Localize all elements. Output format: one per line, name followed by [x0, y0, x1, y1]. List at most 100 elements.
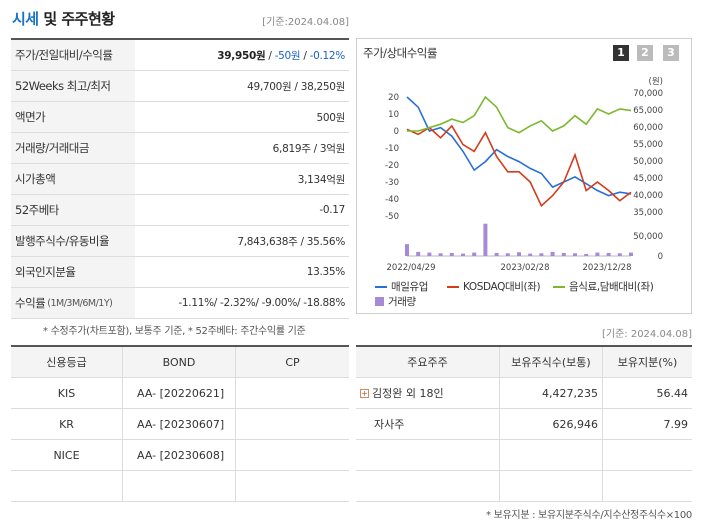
row-value: -0.17 — [319, 204, 345, 216]
x-axis-tick: 2023/12/28 — [583, 263, 632, 273]
left-axis-tick: -20 — [385, 161, 399, 171]
volume-bar — [539, 253, 544, 256]
right-axis-tick: 45,000 — [633, 174, 663, 184]
stock-line — [406, 96, 632, 197]
row-value: 13.35% — [306, 266, 346, 278]
row-label: 시가총액 — [11, 164, 135, 194]
column-header: BOND — [123, 347, 236, 377]
bond-rating: AA- [20230607] — [123, 409, 236, 439]
volume-bar — [550, 251, 555, 256]
expand-icon[interactable]: + — [360, 388, 369, 398]
row-label: 액면가 — [11, 102, 135, 132]
table-row: + 김정완 외 18인 4,427,235 56.44 — [356, 378, 692, 409]
table-row — [11, 471, 349, 502]
shares-count: 4,427,235 — [500, 378, 603, 408]
table-row: 52주베타 -0.17 — [11, 195, 349, 226]
column-header: 보유지분(%) — [617, 356, 678, 369]
rating-agency: NICE — [11, 440, 123, 470]
table-header: 주요주주 보유주식수(보통) 보유지분(%) — [356, 347, 692, 378]
right-axis-tick: 40,000 — [633, 191, 663, 201]
row-label: 외국인지분율 — [11, 257, 135, 287]
table-row: 발행주식수/유동비율 7,843,638주 / 35.56% — [11, 226, 349, 257]
table-row: 수익률 (1M/3M/6M/1Y) -1.11%/ -2.32%/ -9.00%/… — [11, 288, 349, 319]
left-axis-tick: 20 — [388, 93, 399, 103]
row-label: 52주베타 — [11, 195, 135, 225]
row-label: 주가/전일대비/수익률 — [11, 40, 135, 70]
row-value: -1.11%/ -2.32%/ -9.00%/ -18.88% — [178, 297, 345, 309]
rating-agency: KR — [11, 409, 123, 439]
right-axis-tick: 50,000 — [633, 157, 663, 167]
volume-bar — [405, 244, 409, 256]
right-axis-tick: 55,000 — [633, 140, 663, 150]
volume-bar — [427, 252, 432, 256]
share-percent: 56.44 — [656, 386, 689, 400]
reference-date: [기준: 2024.04.08] — [601, 329, 692, 340]
left-axis-tick: -40 — [385, 195, 399, 205]
row-label: 52Weeks 최고/최저 — [11, 71, 135, 101]
table-row: 시가총액 3,134억원 — [11, 164, 349, 195]
period-button-1[interactable]: 1 — [613, 45, 629, 61]
shares-count: 626,946 — [500, 409, 603, 439]
credit-rating-table: 신용등급 BOND CP KIS AA- [20220621] KR AA- [… — [11, 345, 349, 502]
right-axis-tick: 60,000 — [633, 123, 663, 133]
shareholder-table: 주요주주 보유주식수(보통) 보유지분(%) + 김정완 외 18인 4,427,… — [356, 345, 692, 502]
bond-rating: AA- [20230608] — [123, 440, 236, 470]
volume-bar — [416, 251, 421, 256]
quote-footnote: * 수정주가(차트포함), 보통주 기준, * 52주베타: 주간수익률 기준 — [43, 326, 306, 337]
volume-bar — [561, 252, 566, 256]
volume-bar — [573, 253, 577, 256]
volume-bar — [449, 252, 454, 256]
table-row — [356, 471, 692, 502]
period-button-3[interactable]: 3 — [663, 45, 679, 61]
page-title: 시세 및 주주현황 — [12, 10, 115, 28]
food-relative-line — [407, 95, 632, 134]
left-axis-tick: -10 — [385, 144, 399, 154]
chart-panel: 주가/상대수익률 1 2 3 20 10 0 -10 -20 -30 -40 -50 (원) 70… — [356, 38, 692, 314]
right-axis-tick: 35,000 — [633, 208, 663, 218]
left-axis-tick: -30 — [385, 178, 399, 188]
table-row: KR AA- [20230607] — [11, 409, 349, 440]
legend-item: KOSDAQ대비(좌) — [447, 279, 541, 294]
row-label: 발행주식수/유동비율 — [11, 226, 135, 256]
row-label: 거래량/거래대금 — [11, 133, 135, 163]
shareholder-name[interactable]: + 김정완 외 18인 — [356, 378, 500, 408]
legend-item: 매일유업 — [375, 279, 428, 294]
volume-bar — [528, 253, 533, 256]
shareholder-footnote: * 보유지분 : 보유지분주식수/지수산정주식수×100 — [486, 510, 692, 521]
legend-item: 거래량 — [375, 294, 416, 309]
row-value: 3,134억원 — [297, 173, 346, 186]
period-button-2[interactable]: 2 — [637, 45, 653, 61]
volume-bar — [461, 253, 465, 256]
volume-bar — [617, 253, 622, 256]
kosdaq-relative-line — [406, 124, 632, 208]
table-row: NICE AA- [20230608] — [11, 440, 349, 471]
left-axis-tick: 0 — [394, 127, 399, 137]
table-row: 자사주 626,946 7.99 — [356, 409, 692, 440]
rating-agency: KIS — [11, 378, 123, 408]
left-axis-tick: -50 — [385, 212, 399, 222]
column-header: CP — [285, 355, 300, 369]
left-axis-tick: 10 — [388, 110, 399, 120]
row-value: 39,950원 / -50원 / -0.12% — [217, 49, 345, 62]
stock-chart: 20 10 0 -10 -20 -30 -40 -50 (원) 70,000 65,000 60,00… — [385, 77, 663, 273]
chart-title: 주가/상대수익률 — [363, 46, 437, 60]
column-header: 주요주주 — [356, 347, 500, 377]
volume-bar — [517, 252, 521, 256]
row-value: 7,843,638주 / 35.56% — [237, 235, 345, 248]
quote-table: 주가/전일대비/수익률 39,950원 / -50원 / -0.12% 52We… — [11, 38, 349, 319]
table-row: 거래량/거래대금 6,819주 / 3억원 — [11, 133, 349, 164]
table-row: 외국인지분율 13.35% — [11, 257, 349, 288]
volume-bar — [606, 252, 611, 256]
row-value: 500원 — [316, 111, 345, 124]
reference-date: [기준:2024.04.08] — [262, 17, 349, 28]
shareholder-name: 자사주 — [356, 409, 500, 439]
x-axis-tick: 2022/04/29 — [387, 263, 436, 273]
volume-bar — [584, 253, 589, 256]
x-axis-tick: 2023/02/28 — [501, 263, 550, 273]
cp-rating — [236, 409, 349, 439]
volume-bar — [494, 252, 499, 256]
table-header: 신용등급 BOND CP — [11, 347, 349, 378]
right-axis-tick: 65,000 — [633, 106, 663, 116]
bond-rating: AA- [20220621] — [123, 378, 236, 408]
right-axis-unit: (원) — [649, 77, 663, 87]
